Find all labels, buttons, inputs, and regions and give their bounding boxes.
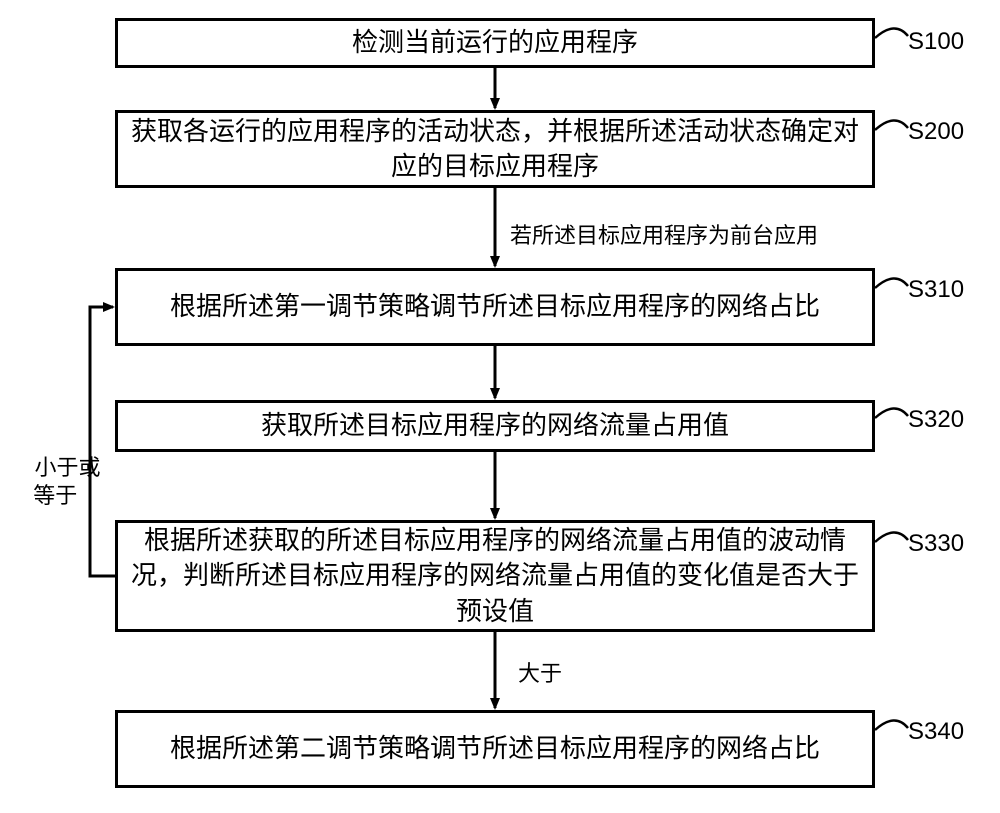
step-s310: 根据所述第一调节策略调节所述目标应用程序的网络占比: [115, 268, 875, 346]
step-text: 获取各运行的应用程序的活动状态，并根据所述活动状态确定对应的目标应用程序: [128, 114, 862, 184]
step-s330: 根据所述获取的所述目标应用程序的网络流量占用值的波动情况，判断所述目标应用程序的…: [115, 520, 875, 632]
step-text: 根据所述获取的所述目标应用程序的网络流量占用值的波动情况，判断所述目标应用程序的…: [128, 523, 862, 628]
step-text: 获取所述目标应用程序的网络流量占用值: [261, 408, 729, 443]
step-tag-s320: S320: [908, 406, 964, 434]
flowchart-canvas: 检测当前运行的应用程序 S100 获取各运行的应用程序的活动状态，并根据所述活动…: [0, 0, 1000, 813]
step-text: 根据所述第二调节策略调节所述目标应用程序的网络占比: [170, 731, 820, 766]
step-tag-s340: S340: [908, 718, 964, 746]
step-s320: 获取所述目标应用程序的网络流量占用值: [115, 400, 875, 452]
step-tag-s330: S330: [908, 530, 964, 558]
step-s340: 根据所述第二调节策略调节所述目标应用程序的网络占比: [115, 710, 875, 788]
edge-label-loop-le: 小于或 等于: [10, 425, 100, 539]
step-text: 根据所述第一调节策略调节所述目标应用程序的网络占比: [170, 289, 820, 324]
step-text: 检测当前运行的应用程序: [352, 25, 638, 60]
step-tag-s100: S100: [908, 28, 964, 56]
edge-label-gt: 大于: [518, 660, 562, 689]
edge-label-foreground: 若所述目标应用程序为前台应用: [510, 222, 818, 251]
step-tag-s310: S310: [908, 276, 964, 304]
step-s200: 获取各运行的应用程序的活动状态，并根据所述活动状态确定对应的目标应用程序: [115, 110, 875, 188]
step-s100: 检测当前运行的应用程序: [115, 18, 875, 68]
step-tag-s200: S200: [908, 118, 964, 146]
